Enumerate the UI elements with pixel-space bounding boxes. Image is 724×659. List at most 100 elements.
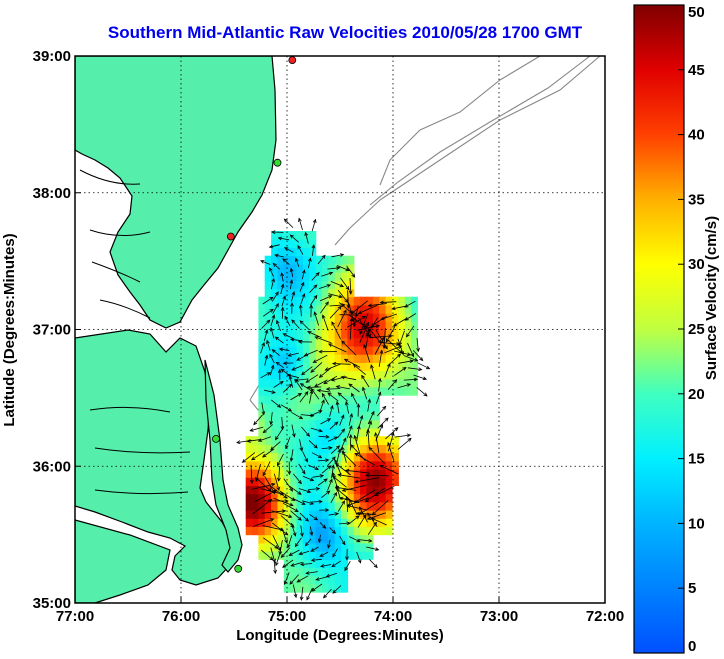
velocity-arrowhead xyxy=(271,349,276,354)
velocity-cell xyxy=(372,313,380,322)
velocity-arrow xyxy=(272,535,281,551)
velocity-arrow xyxy=(306,587,313,600)
velocity-arrowhead xyxy=(299,447,304,452)
velocity-cell xyxy=(296,493,304,503)
velocity-cell xyxy=(315,501,323,511)
velocity-arrowhead xyxy=(352,323,357,328)
velocity-arrow xyxy=(282,502,299,512)
velocity-arrow xyxy=(366,317,379,337)
velocity-cell xyxy=(372,354,380,363)
velocity-arrow xyxy=(276,362,285,369)
velocity-cell xyxy=(360,354,368,363)
velocity-cell xyxy=(277,354,285,363)
velocity-arrow xyxy=(281,416,283,430)
velocity-cell xyxy=(283,469,291,478)
velocity-cell xyxy=(296,559,304,568)
velocity-arrowhead xyxy=(335,400,340,406)
velocity-arrow xyxy=(314,379,328,387)
velocity-arrowhead xyxy=(272,262,277,267)
velocity-cell xyxy=(404,313,412,322)
velocity-cell xyxy=(334,255,342,265)
velocity-arrow xyxy=(318,435,329,438)
velocity-cell xyxy=(334,534,342,544)
velocity-arrow xyxy=(349,536,361,543)
velocity-cell xyxy=(290,296,298,306)
velocity-cell xyxy=(296,526,304,536)
velocity-arrow xyxy=(312,475,324,478)
velocity-arrow xyxy=(356,325,380,331)
velocity-arrowhead xyxy=(334,512,340,516)
velocity-arrowhead xyxy=(311,244,316,249)
velocity-cell xyxy=(264,518,272,527)
velocity-cell xyxy=(322,362,329,372)
velocity-cell xyxy=(347,510,355,519)
velocity-cell xyxy=(328,419,336,429)
velocity-cell xyxy=(290,469,298,478)
velocity-arrow xyxy=(250,426,264,432)
velocity-cell xyxy=(385,313,393,322)
velocity-arrow xyxy=(367,513,378,528)
velocity-arrowhead xyxy=(356,538,361,543)
velocity-arrow xyxy=(281,272,284,282)
colorbar-tick-label: 35 xyxy=(688,191,705,208)
velocity-arrowhead xyxy=(353,499,359,504)
velocity-cell xyxy=(347,542,355,552)
velocity-cell xyxy=(271,337,279,347)
velocity-cell xyxy=(353,534,361,544)
station-marker xyxy=(234,564,243,573)
velocity-cell xyxy=(290,345,298,355)
velocity-arrow xyxy=(283,333,294,339)
velocity-cell xyxy=(309,313,317,322)
velocity-arrow xyxy=(348,413,353,426)
velocity-arrowhead xyxy=(280,368,285,373)
velocity-cell xyxy=(258,296,266,306)
velocity-arrowhead xyxy=(310,368,315,373)
velocity-arrow xyxy=(275,336,284,344)
velocity-arrowhead xyxy=(330,377,336,382)
velocity-arrow xyxy=(336,265,350,271)
velocity-arrow xyxy=(342,485,366,492)
velocity-cell xyxy=(398,386,406,396)
velocity-cell xyxy=(252,526,259,536)
velocity-arrowhead xyxy=(326,284,332,288)
velocity-cell xyxy=(322,493,329,503)
velocity-cell xyxy=(372,460,380,470)
velocity-cell xyxy=(360,337,368,347)
velocity-cell xyxy=(372,493,380,503)
velocity-arrow xyxy=(355,477,380,483)
velocity-cell xyxy=(341,313,349,322)
velocity-arrowhead xyxy=(280,283,285,288)
velocity-cell xyxy=(366,452,374,462)
velocity-cell xyxy=(379,354,387,363)
velocity-arrow xyxy=(308,464,319,470)
velocity-cell xyxy=(398,378,406,388)
velocity-arrow xyxy=(271,291,279,302)
velocity-arrowhead xyxy=(298,551,303,556)
velocity-cell xyxy=(322,551,329,560)
velocity-cell xyxy=(315,452,323,462)
velocity-cell xyxy=(309,559,317,568)
velocity-cell xyxy=(264,419,272,429)
station-marker xyxy=(212,434,220,443)
velocity-cell xyxy=(372,362,380,372)
velocity-arrowhead xyxy=(350,444,355,449)
velocity-cell xyxy=(277,239,285,248)
velocity-cell xyxy=(264,493,272,503)
velocity-cell xyxy=(264,280,272,290)
velocity-arrowhead xyxy=(328,446,333,450)
velocity-arrowhead xyxy=(343,309,347,314)
velocity-arrowhead xyxy=(291,367,296,371)
velocity-cell xyxy=(302,419,310,429)
velocity-cell xyxy=(341,477,349,486)
velocity-arrow xyxy=(388,432,394,452)
velocity-arrowhead xyxy=(257,438,263,442)
velocity-arrowhead xyxy=(398,345,403,349)
velocity-arrow xyxy=(340,438,347,451)
velocity-cell xyxy=(290,362,298,372)
velocity-arrowhead xyxy=(382,405,387,410)
velocity-arrowhead xyxy=(283,247,289,251)
velocity-arrow xyxy=(288,352,299,356)
velocity-arrow xyxy=(386,326,396,342)
velocity-arrow xyxy=(330,281,344,287)
velocity-arrow xyxy=(366,546,379,551)
